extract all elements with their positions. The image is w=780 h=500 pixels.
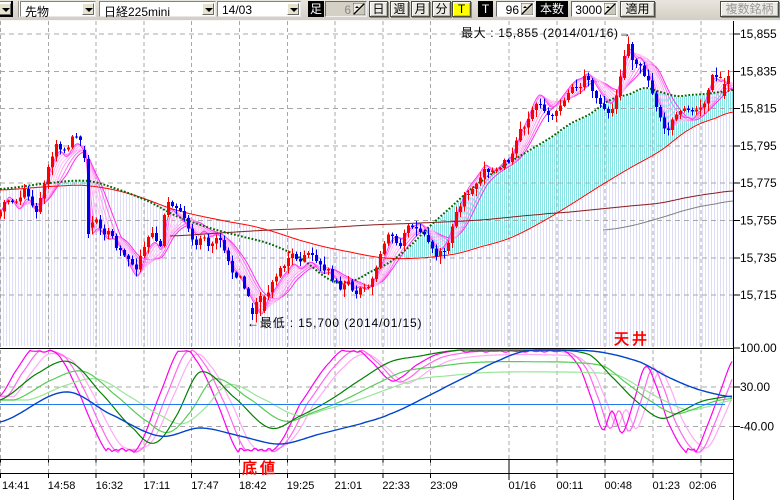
svg-text:00:48: 00:48 <box>605 480 633 492</box>
svg-text:15,755: 15,755 <box>740 214 777 228</box>
svg-text:21:01: 21:01 <box>335 480 363 492</box>
svg-text:02:06: 02:06 <box>689 480 717 492</box>
svg-text:15,775: 15,775 <box>740 176 777 190</box>
svg-text:00:11: 00:11 <box>557 480 584 492</box>
svg-text:15,735: 15,735 <box>740 251 777 265</box>
svg-text:30.00: 30.00 <box>740 380 770 394</box>
svg-text:15,835: 15,835 <box>740 64 777 78</box>
svg-text:100.00: 100.00 <box>740 341 777 355</box>
svg-text:17:47: 17:47 <box>191 480 219 492</box>
svg-text:22:33: 22:33 <box>382 480 410 492</box>
svg-text:←最低 : 15,700 (2014/01/15): ←最低 : 15,700 (2014/01/15) <box>247 316 422 330</box>
svg-text:-40.00: -40.00 <box>740 419 774 433</box>
svg-text:14:58: 14:58 <box>48 480 76 492</box>
svg-text:15,815: 15,815 <box>740 102 777 116</box>
svg-text:14:41: 14:41 <box>2 480 30 492</box>
svg-text:15,795: 15,795 <box>740 139 777 153</box>
svg-text:23:09: 23:09 <box>430 480 458 492</box>
svg-text:17:11: 17:11 <box>143 480 170 492</box>
svg-text:01:23: 01:23 <box>653 480 681 492</box>
svg-text:01/16: 01/16 <box>509 480 537 492</box>
svg-text:15,855: 15,855 <box>740 27 777 41</box>
svg-text:底値: 底値 <box>242 459 278 477</box>
svg-text:16:32: 16:32 <box>96 480 124 492</box>
svg-text:天井: 天井 <box>614 330 650 348</box>
svg-text:19:25: 19:25 <box>287 480 315 492</box>
svg-text:最大 : 15,855 (2014/01/16)→: 最大 : 15,855 (2014/01/16)→ <box>461 26 631 40</box>
svg-text:18:42: 18:42 <box>239 480 267 492</box>
svg-text:15,715: 15,715 <box>740 288 777 302</box>
